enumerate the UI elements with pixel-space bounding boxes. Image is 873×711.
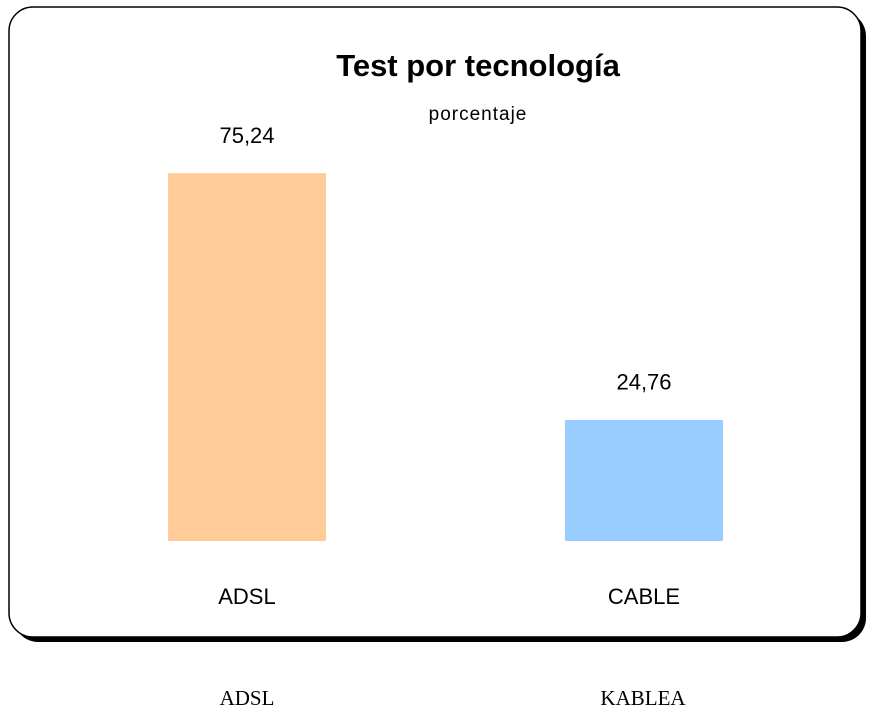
frame: [8, 6, 862, 638]
chart-title: Test por tecnología: [336, 48, 620, 83]
caption: KABLEA: [600, 686, 686, 710]
x-tick-label: CABLE: [608, 584, 680, 609]
value-label: 24,76: [616, 370, 671, 395]
caption: ADSL: [220, 686, 275, 710]
chart-subtitle: porcentaje: [429, 104, 528, 125]
value-label: 75,24: [219, 123, 274, 148]
bar: [168, 173, 326, 541]
x-tick-label: ADSL: [218, 584, 275, 609]
bar: [565, 419, 723, 541]
